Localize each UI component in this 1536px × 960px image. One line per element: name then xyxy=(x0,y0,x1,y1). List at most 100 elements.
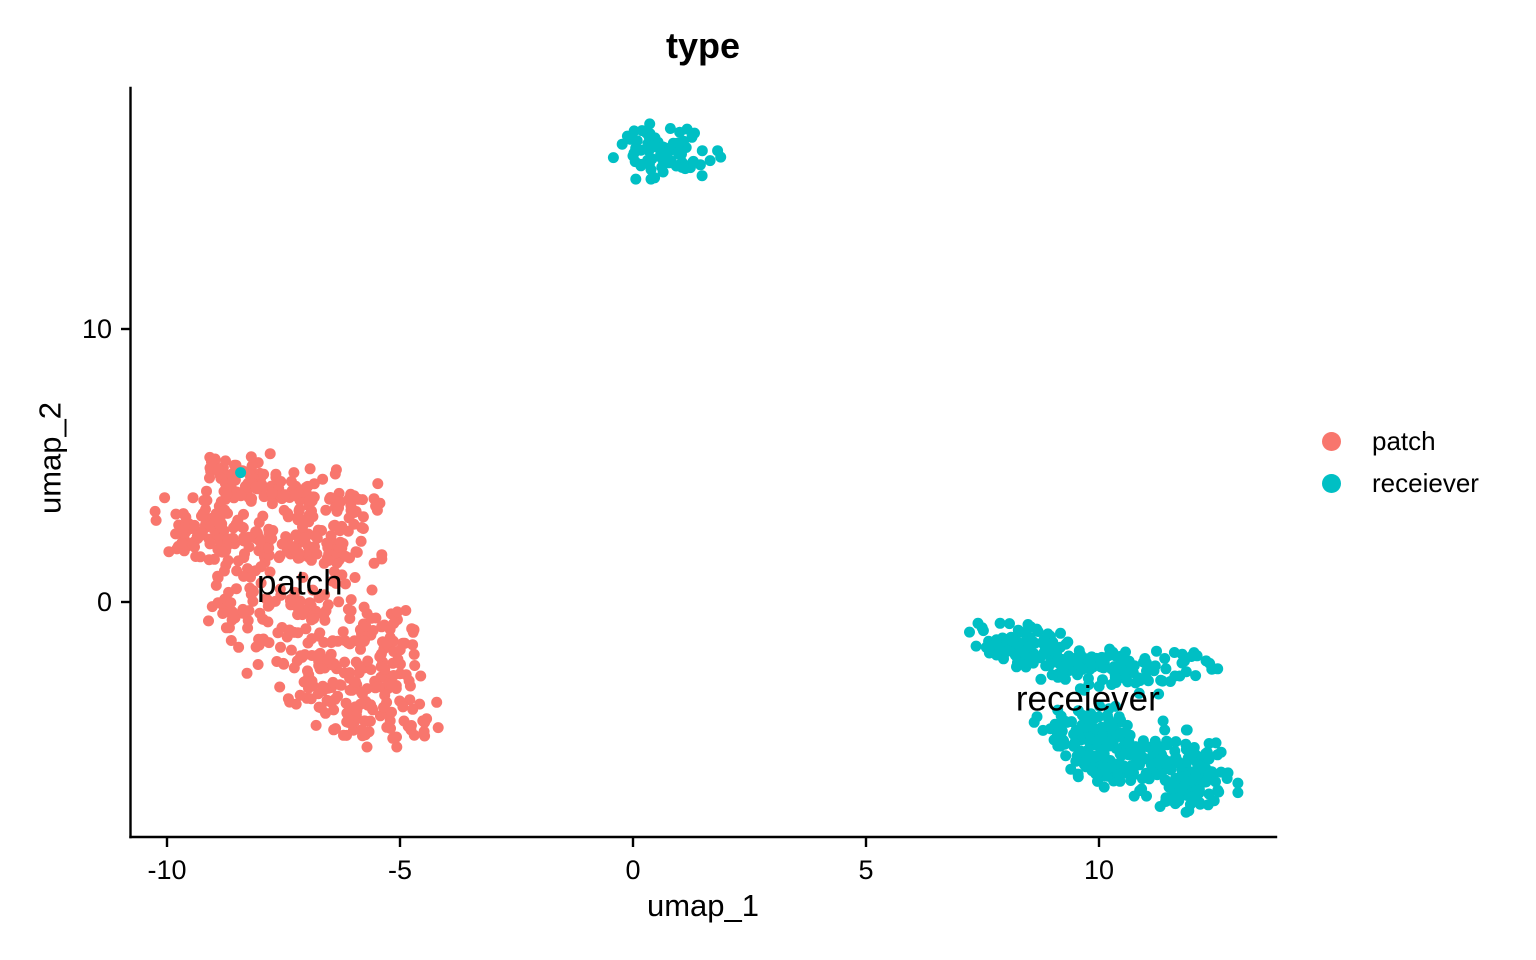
data-point-patch xyxy=(206,456,217,468)
data-point-patch xyxy=(307,584,319,596)
data-point-patch xyxy=(364,715,376,727)
data-point-patch xyxy=(232,514,244,526)
data-point-patch xyxy=(263,637,275,649)
data-point-patch xyxy=(317,473,329,485)
data-point-patch xyxy=(386,679,398,691)
data-point-receiever xyxy=(1037,724,1049,736)
data-point-receiever xyxy=(1208,795,1220,807)
data-point-receiever xyxy=(1204,766,1216,778)
data-point-patch xyxy=(329,468,341,480)
data-point-patch xyxy=(233,641,245,653)
data-point-receiever xyxy=(1035,673,1047,685)
data-point-patch xyxy=(366,584,378,596)
data-point-receiever xyxy=(1056,725,1068,737)
data-point-patch xyxy=(196,510,207,522)
data-point-patch xyxy=(328,704,340,716)
data-point-patch xyxy=(299,532,311,544)
data-point-receiever xyxy=(1190,768,1201,780)
data-point-patch xyxy=(398,715,410,727)
data-point-patch xyxy=(350,676,361,688)
data-point-receiever xyxy=(1017,627,1029,639)
data-point-patch xyxy=(314,663,326,675)
data-point-patch xyxy=(246,493,258,504)
data-point-patch xyxy=(247,586,259,598)
data-point-receiever xyxy=(1092,734,1104,746)
data-point-receiever xyxy=(1114,775,1126,787)
data-point-receiever xyxy=(1074,747,1086,759)
data-point-patch xyxy=(333,487,345,499)
data-point-receiever xyxy=(715,151,727,163)
data-point-receiever xyxy=(1069,654,1081,666)
data-point-receiever xyxy=(674,126,686,138)
data-point-receiever xyxy=(659,150,671,162)
data-point-patch xyxy=(225,635,237,646)
data-point-receiever xyxy=(1155,674,1167,686)
data-point-receiever xyxy=(1192,759,1204,771)
data-point-patch xyxy=(300,623,312,635)
data-point-patch xyxy=(252,659,264,670)
data-point-patch xyxy=(238,570,250,582)
data-point-patch xyxy=(189,519,200,531)
data-point-receiever xyxy=(1177,771,1189,782)
data-point-patch xyxy=(309,541,320,553)
data-point-receiever xyxy=(1095,656,1107,668)
data-point-receiever xyxy=(1058,661,1070,673)
data-point-receiever xyxy=(1203,753,1215,765)
data-point-patch xyxy=(360,620,372,632)
data-point-receiever xyxy=(643,131,655,143)
data-point-receiever xyxy=(1210,776,1221,788)
data-point-patch xyxy=(258,468,270,480)
data-point-receiever xyxy=(657,166,669,178)
data-point-patch xyxy=(238,552,250,564)
data-point-patch xyxy=(356,522,368,533)
data-point-receiever xyxy=(1004,618,1015,630)
data-point-receiever xyxy=(1232,777,1244,789)
data-point-patch xyxy=(315,702,327,714)
data-point-patch xyxy=(241,667,253,679)
data-point-patch xyxy=(285,476,297,487)
data-point-patch xyxy=(343,713,354,725)
data-point-patch xyxy=(419,717,431,728)
data-point-patch xyxy=(358,635,370,647)
data-point-patch xyxy=(350,546,362,558)
data-point-patch xyxy=(404,694,416,706)
data-point-receiever xyxy=(1203,738,1215,749)
data-point-patch xyxy=(294,503,305,515)
data-point-receiever xyxy=(1213,786,1225,798)
data-point-patch xyxy=(257,510,269,522)
data-point-patch xyxy=(304,463,316,475)
data-point-receiever xyxy=(1031,623,1043,635)
data-point-patch xyxy=(345,594,357,606)
data-point-patch xyxy=(415,670,427,682)
x-tick-label: 10 xyxy=(1084,855,1114,885)
data-point-receiever xyxy=(1131,750,1143,762)
data-point-receiever xyxy=(643,158,655,170)
data-point-patch xyxy=(190,551,202,562)
data-point-patch xyxy=(219,504,231,516)
data-point-patch xyxy=(217,608,229,619)
data-point-patch xyxy=(204,472,215,484)
data-point-patch xyxy=(342,603,354,615)
data-point-receiever xyxy=(704,155,716,167)
data-point-patch xyxy=(242,622,254,634)
data-point-patch xyxy=(324,492,336,503)
data-point-patch xyxy=(367,704,379,716)
data-point-receiever xyxy=(1157,715,1169,727)
data-point-receiever xyxy=(1093,711,1105,723)
data-point-patch xyxy=(311,532,323,544)
data-point-patch xyxy=(407,639,419,651)
y-tick-label: 10 xyxy=(82,314,112,344)
data-point-receiever xyxy=(696,170,708,182)
data-point-patch xyxy=(272,627,284,639)
data-point-patch xyxy=(279,489,291,501)
data-point-patch xyxy=(253,633,265,645)
data-point-patch xyxy=(306,614,317,626)
data-point-patch xyxy=(274,583,286,595)
data-point-patch xyxy=(374,651,386,663)
data-point-patch xyxy=(365,612,377,624)
data-point-patch xyxy=(204,538,216,550)
x-tick-label: 5 xyxy=(858,855,873,885)
data-point-patch xyxy=(407,703,419,715)
data-point-patch xyxy=(391,731,402,743)
data-point-patch xyxy=(263,599,275,611)
